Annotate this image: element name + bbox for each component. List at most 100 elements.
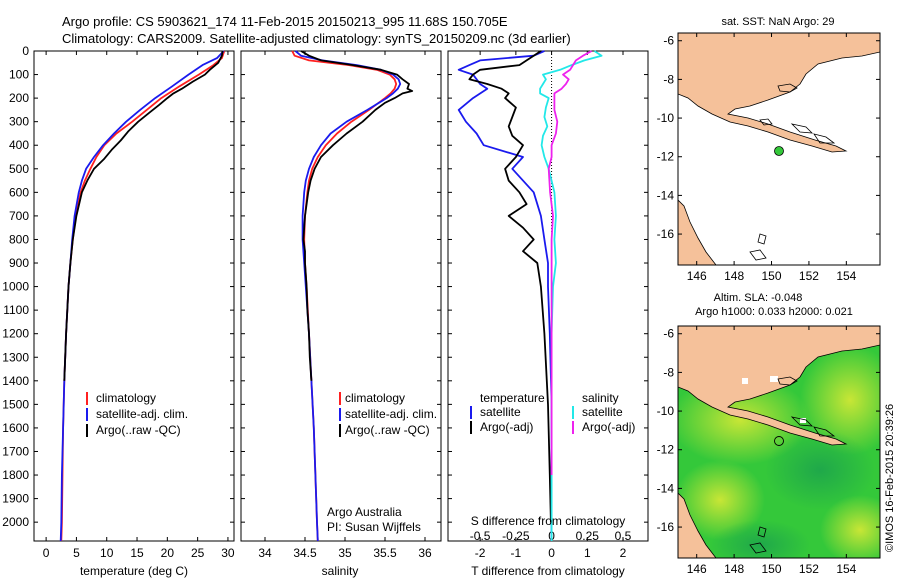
- series-line-salinity-argo-adj-: [547, 50, 593, 475]
- x-tick-label: 34: [258, 546, 272, 560]
- map-lat-label: -10: [657, 404, 675, 418]
- title-line-1: Argo profile: CS 5903621_174 11-Feb-2015…: [62, 14, 508, 29]
- island-outline: [777, 376, 798, 386]
- series-line-argo-raw-qc-: [300, 50, 414, 381]
- depth-tick-label: 300: [9, 115, 29, 129]
- series-line-temperature-argo-adj-: [468, 50, 552, 523]
- depth-tick-label: 1200: [2, 327, 29, 341]
- difference-panel-frame: [447, 50, 649, 542]
- land-mask-patch: [742, 378, 748, 384]
- depth-tick-label: 800: [9, 232, 29, 246]
- x-tick-label: 30: [221, 546, 235, 560]
- depth-tick-label: 200: [9, 91, 29, 105]
- map-lon-label: 146: [687, 562, 707, 576]
- island-outline: [777, 83, 798, 93]
- x-tick-label: 5: [73, 546, 80, 560]
- map-lat-label: -8: [663, 365, 674, 379]
- map-lat-label: -6: [663, 327, 674, 341]
- legend-climatology-label: climatology: [345, 391, 405, 405]
- map-lat-label: -16: [657, 227, 675, 241]
- legend-satellite-label: satellite-adj. clim.: [345, 407, 437, 421]
- sla-map-axes: 146 148 150 152 154 -6 -8 -10 -12 -14 -16: [657, 326, 880, 576]
- x-tick-label: 34.5: [293, 546, 317, 560]
- salinity-panel-frame: [240, 50, 442, 542]
- depth-tick-label: 1900: [2, 492, 29, 506]
- series-line-climatology: [60, 50, 226, 542]
- legend-satellite-label: satellite-adj. clim.: [96, 407, 188, 421]
- x-tick-label: 20: [161, 546, 175, 560]
- depth-axis: 0 100 200 300 400 500 600 700 800 900 1000 1100 1200…: [2, 44, 648, 529]
- sla-map-frame: [677, 325, 881, 559]
- temperature-legend: climatology satellite-adj. clim. Argo(..…: [86, 391, 188, 437]
- sst-map-title: sat. SST: NaN Argo: 29: [721, 16, 834, 28]
- difference-legend: temperature satellite Argo(-adj) salinit…: [470, 391, 635, 434]
- x-tick-top-label: 0.5: [615, 529, 632, 543]
- island-outline: [749, 249, 767, 261]
- legend-sal-satellite-label: satellite: [582, 405, 623, 419]
- x-tick-label: 35.5: [373, 546, 397, 560]
- legend-temperature-heading: temperature: [480, 391, 545, 405]
- map-lat-label: -6: [663, 34, 674, 48]
- australia-coast: [678, 492, 717, 558]
- map-lon-label: 152: [799, 562, 819, 576]
- x-tick-label: 1: [584, 546, 591, 560]
- depth-tick-label: 1100: [3, 303, 29, 317]
- legend-sal-argo-label: Argo(-adj): [582, 420, 635, 434]
- depth-tick-label: 400: [9, 138, 29, 152]
- x-tick-label: 2: [620, 546, 627, 560]
- depth-tick-label: 1000: [2, 280, 29, 294]
- map-lon-label: 150: [762, 269, 782, 283]
- title-line-2: Climatology: CARS2009. Satellite-adjuste…: [62, 31, 571, 46]
- sla-map-title-2: Argo h1000: 0.033 h2000: 0.021: [695, 306, 853, 318]
- map-lon-label: 148: [724, 562, 744, 576]
- map-lon-label: 146: [687, 269, 707, 283]
- sst-map: [678, 33, 880, 265]
- sst-map-frame: [677, 32, 881, 266]
- depth-tick-label: 1800: [2, 468, 29, 482]
- legend-argo-label: Argo(..raw -QC): [345, 423, 430, 437]
- sla-field-blob: [820, 495, 880, 558]
- imos-stamp: ©IMOS 16-Feb-2015 20:39:26: [884, 404, 896, 552]
- island-outline: [759, 118, 773, 126]
- sla-map-title-1: Altim. SLA: -0.048: [714, 292, 803, 304]
- depth-tick-label: 1700: [2, 444, 29, 458]
- depth-tick-label: 1400: [2, 374, 29, 388]
- land-mask-patch: [770, 376, 778, 382]
- depth-tick-label: 0: [22, 44, 29, 58]
- x-tick-label: 36: [418, 546, 432, 560]
- series-line-argo-raw-qc-: [63, 50, 224, 381]
- map-lat-label: -16: [657, 520, 675, 534]
- depth-tick-label: 500: [9, 162, 29, 176]
- salinity-xlabel: salinity: [322, 564, 359, 578]
- difference-panel: -2 -1 0 1 2-0.5 -0.25 0 0.25 0.5: [457, 50, 632, 560]
- map-lon-label: 154: [836, 269, 856, 283]
- map-lat-label: -14: [657, 481, 675, 495]
- sst-map-axes: 146 148 150 152 154 -6 -8 -10 -12 -14 -16: [657, 33, 880, 283]
- map-lat-label: -10: [657, 111, 675, 125]
- argo-float-marker: [774, 436, 784, 446]
- island-outline: [749, 542, 767, 554]
- map-lon-label: 154: [836, 562, 856, 576]
- series-line-satellite-adj-clim-: [59, 50, 225, 542]
- legend-climatology-label: climatology: [96, 391, 156, 405]
- map-lat-label: -8: [663, 72, 674, 86]
- depth-tick-label: 1600: [2, 421, 29, 435]
- x-tick-label: 35: [338, 546, 352, 560]
- difference-xlabel-bottom: T difference from climatology: [471, 564, 625, 578]
- island-outline: [813, 133, 836, 144]
- depth-tick-label: 1300: [2, 350, 29, 364]
- island-outline: [813, 426, 836, 437]
- australia-coast: [678, 199, 717, 265]
- sla-field-blob: [710, 520, 810, 558]
- legend-temp-argo-label: Argo(-adj): [480, 420, 533, 434]
- island-outline: [757, 526, 767, 538]
- island-outline: [790, 123, 814, 134]
- legend-temp-satellite-label: satellite: [480, 405, 521, 419]
- x-tick-label: 25: [191, 546, 205, 560]
- x-tick-label: 10: [100, 546, 114, 560]
- map-lat-label: -12: [657, 443, 675, 457]
- series-line-temperature-satellite: [457, 50, 553, 541]
- png-mainland-land: [678, 33, 880, 153]
- difference-xlabel-top: S difference from climatology: [471, 514, 626, 528]
- salinity-annotation-line-2: PI: Susan Wijffels: [327, 520, 421, 534]
